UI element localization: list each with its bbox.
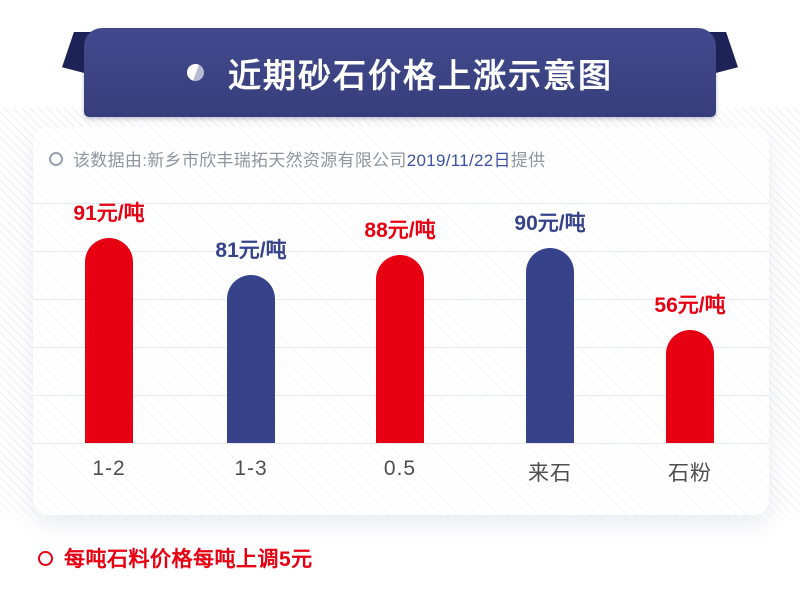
circle-bullet-icon — [38, 550, 53, 566]
chart-panel: 该数据由:新乡市欣丰瑞拓天然资源有限公司2019/11/22日提供 91元/吨 8… — [33, 127, 769, 515]
title-banner: 近期砂石价格上涨示意图 — [84, 28, 716, 117]
bar-value-label: 90元/吨 — [514, 212, 586, 235]
bullet-dot-icon — [187, 64, 204, 81]
bar — [666, 330, 714, 443]
bar — [376, 255, 424, 443]
bar-value-label: 56元/吨 — [654, 294, 726, 317]
footer-note-row: 每吨石料价格每吨上调5元 — [38, 543, 313, 573]
page-title: 近期砂石价格上涨示意图 — [228, 56, 613, 94]
category-label: 1-2 — [92, 457, 126, 480]
category-label: 石粉 — [668, 462, 712, 485]
bar-column: 90元/吨 — [480, 212, 620, 443]
category-row: 1-2 1-3 0.5 来石 石粉 — [33, 457, 769, 487]
category-label: 0.5 — [383, 457, 417, 480]
data-source-prefix: 该数据由:新乡市欣丰瑞拓天然资源有限公司 — [73, 151, 407, 170]
bar-column: 56元/吨 — [620, 294, 760, 443]
category-label: 1-3 — [234, 457, 268, 480]
bar-value-label: 81元/吨 — [215, 239, 287, 262]
bar-column: 88元/吨 — [330, 219, 470, 443]
category-label: 来石 — [528, 462, 572, 485]
bar-value-label: 91元/吨 — [73, 202, 145, 225]
data-source-row: 该数据由:新乡市欣丰瑞拓天然资源有限公司2019/11/22日提供 — [49, 146, 545, 171]
bar — [526, 248, 574, 443]
circle-bullet-icon — [49, 151, 63, 166]
bar — [227, 275, 275, 443]
footer-note: 每吨石料价格每吨上调5元 — [64, 548, 313, 571]
data-source-suffix: 提供 — [510, 151, 546, 170]
bar-column: 81元/吨 — [181, 239, 321, 443]
bar-value-label: 88元/吨 — [364, 219, 436, 242]
plot-area: 91元/吨 81元/吨 88元/吨 90元/吨 56元/吨 — [33, 202, 769, 444]
bar-column: 91元/吨 — [39, 202, 179, 443]
data-source-text: 该数据由:新乡市欣丰瑞拓天然资源有限公司2019/11/22日提供 — [73, 146, 545, 171]
bar — [85, 238, 133, 443]
data-source-date: 2019/11/22日 — [406, 151, 511, 170]
